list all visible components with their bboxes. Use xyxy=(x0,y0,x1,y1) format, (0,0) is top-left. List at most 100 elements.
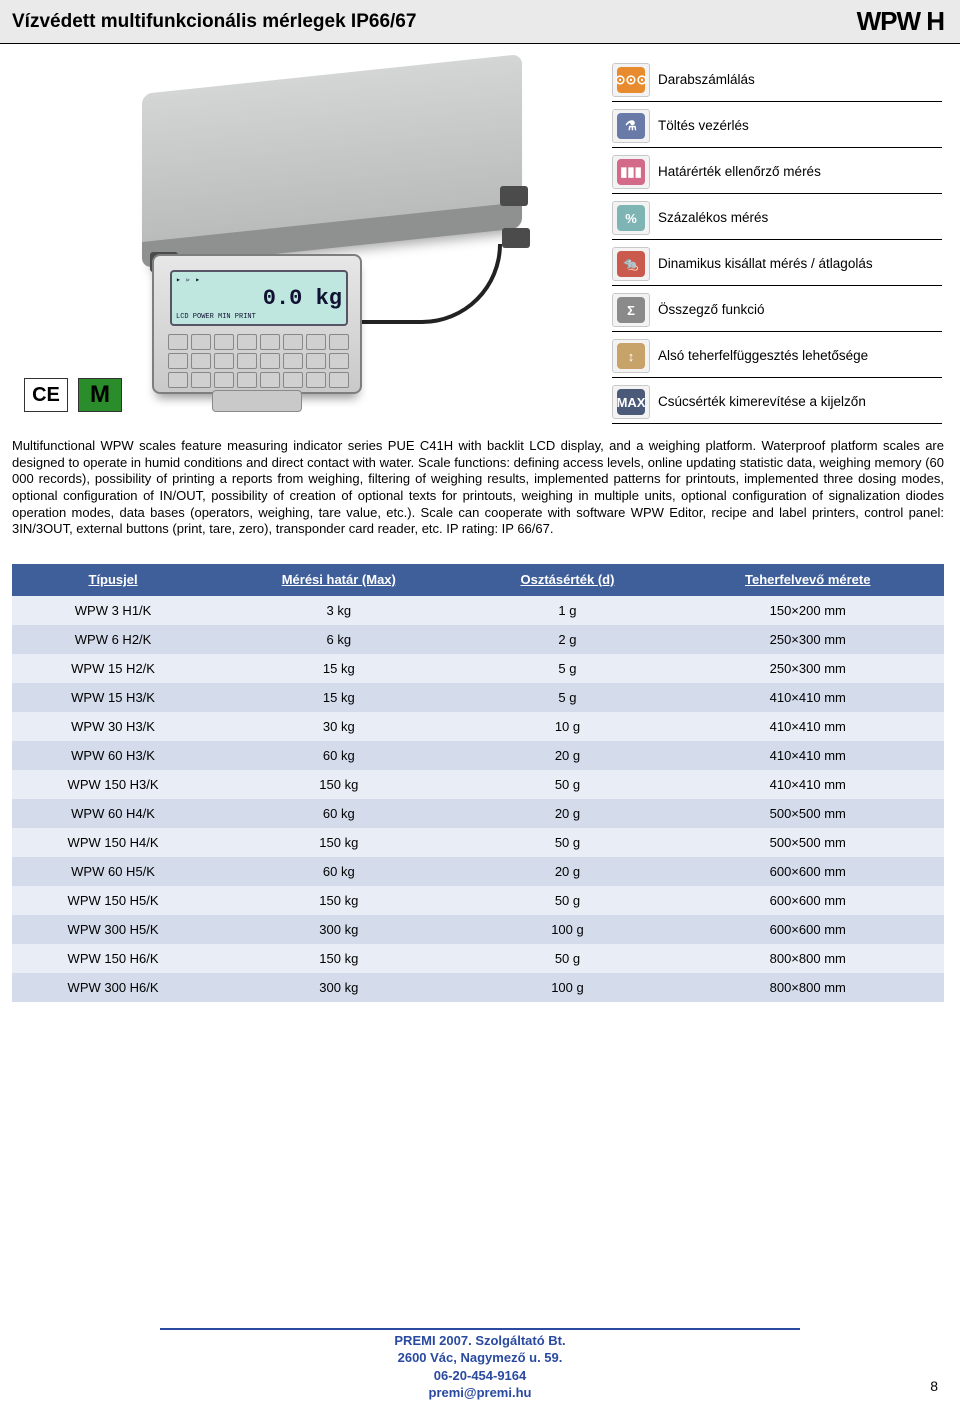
table-cell: 60 kg xyxy=(214,741,463,770)
brand-logo: WPW H xyxy=(857,6,944,37)
table-cell: WPW 60 H3/K xyxy=(12,741,214,770)
page-number: 8 xyxy=(930,1378,938,1394)
table-cell: 100 g xyxy=(463,915,671,944)
table-cell: 600×600 mm xyxy=(671,915,944,944)
footer-line: 06-20-454-9164 xyxy=(434,1368,527,1383)
table-cell: 500×500 mm xyxy=(671,828,944,857)
table-row: WPW 150 H5/K150 kg50 g600×600 mm xyxy=(12,886,944,915)
table-row: WPW 60 H3/K60 kg20 g410×410 mm xyxy=(12,741,944,770)
table-cell: 600×600 mm xyxy=(671,857,944,886)
feature-label: Határérték ellenőrző mérés xyxy=(658,164,821,181)
footer-line: PREMI 2007. Szolgáltató Bt. xyxy=(394,1333,565,1348)
feature-icon: MAX xyxy=(612,385,650,419)
table-cell: WPW 3 H1/K xyxy=(12,595,214,625)
feature-list: ⊙⊙⊙Darabszámlálás⚗Töltés vezérlés▮▮▮Hatá… xyxy=(612,54,942,424)
table-cell: WPW 300 H5/K xyxy=(12,915,214,944)
table-cell: 15 kg xyxy=(214,654,463,683)
table-cell: WPW 15 H2/K xyxy=(12,654,214,683)
table-cell: 800×800 mm xyxy=(671,973,944,1002)
feature-icon: % xyxy=(612,201,650,235)
table-cell: 250×300 mm xyxy=(671,625,944,654)
table-cell: 100 g xyxy=(463,973,671,1002)
table-cell: 800×800 mm xyxy=(671,944,944,973)
top-area: ▸ ▹ ▸ 0.0 kg LCD POWER MIN PRINT CE M ⊙⊙… xyxy=(0,44,960,424)
feature-label: Töltés vezérlés xyxy=(658,118,749,135)
feature-item: ↕Alsó teherfelfüggesztés lehetősége xyxy=(612,336,942,378)
feature-icon: ⊙⊙⊙ xyxy=(612,63,650,97)
table-row: WPW 30 H3/K30 kg10 g410×410 mm xyxy=(12,712,944,741)
table-row: WPW 150 H3/K150 kg50 g410×410 mm xyxy=(12,770,944,799)
table-cell: 410×410 mm xyxy=(671,770,944,799)
table-cell: 60 kg xyxy=(214,799,463,828)
table-cell: 150 kg xyxy=(214,770,463,799)
table-cell: 50 g xyxy=(463,944,671,973)
footer-line: premi@premi.hu xyxy=(429,1385,532,1400)
table-cell: WPW 150 H4/K xyxy=(12,828,214,857)
table-cell: 410×410 mm xyxy=(671,683,944,712)
table-cell: 6 kg xyxy=(214,625,463,654)
feature-label: Csúcsérték kimerevítése a kijelzőn xyxy=(658,394,866,411)
table-column-header: Mérési határ (Max) xyxy=(214,564,463,596)
table-cell: 500×500 mm xyxy=(671,799,944,828)
table-cell: 20 g xyxy=(463,741,671,770)
table-cell: 300 kg xyxy=(214,973,463,1002)
table-cell: 50 g xyxy=(463,828,671,857)
ce-mark-icon: CE xyxy=(24,378,68,412)
table-row: WPW 150 H6/K150 kg50 g800×800 mm xyxy=(12,944,944,973)
page-footer: PREMI 2007. Szolgáltató Bt. 2600 Vác, Nag… xyxy=(160,1328,800,1402)
footer-line: 2600 Vác, Nagymező u. 59. xyxy=(398,1350,563,1365)
table-row: WPW 3 H1/K3 kg1 g150×200 mm xyxy=(12,595,944,625)
table-row: WPW 60 H4/K60 kg20 g500×500 mm xyxy=(12,799,944,828)
table-cell: 410×410 mm xyxy=(671,741,944,770)
feature-item: ▮▮▮Határérték ellenőrző mérés xyxy=(612,152,942,194)
table-cell: 410×410 mm xyxy=(671,712,944,741)
table-cell: WPW 300 H6/K xyxy=(12,973,214,1002)
table-cell: 50 g xyxy=(463,770,671,799)
table-cell: 150 kg xyxy=(214,886,463,915)
product-description: Multifunctional WPW scales feature measu… xyxy=(0,424,960,538)
page-title: Vízvédett multifunkcionális mérlegek IP6… xyxy=(12,11,416,33)
spec-table: TípusjelMérési határ (Max)Osztásérték (d… xyxy=(12,564,944,1002)
table-cell: 15 kg xyxy=(214,683,463,712)
table-cell: 150×200 mm xyxy=(671,595,944,625)
feature-label: Összegző funkció xyxy=(658,302,765,319)
feature-icon: 🐀 xyxy=(612,247,650,281)
table-cell: 3 kg xyxy=(214,595,463,625)
m-mark-icon: M xyxy=(78,378,122,412)
table-cell: 30 kg xyxy=(214,712,463,741)
feature-item: %Százalékos mérés xyxy=(612,198,942,240)
table-cell: 20 g xyxy=(463,857,671,886)
table-cell: 250×300 mm xyxy=(671,654,944,683)
table-cell: 60 kg xyxy=(214,857,463,886)
header-bar: Vízvédett multifunkcionális mérlegek IP6… xyxy=(0,0,960,44)
table-cell: WPW 15 H3/K xyxy=(12,683,214,712)
table-cell: 300 kg xyxy=(214,915,463,944)
table-row: WPW 60 H5/K60 kg20 g600×600 mm xyxy=(12,857,944,886)
table-cell: 5 g xyxy=(463,654,671,683)
feature-icon: Σ xyxy=(612,293,650,327)
table-column-header: Osztásérték (d) xyxy=(463,564,671,596)
feature-label: Dinamikus kisállat mérés / átlagolás xyxy=(658,256,873,273)
table-cell: WPW 60 H4/K xyxy=(12,799,214,828)
table-cell: 600×600 mm xyxy=(671,886,944,915)
indicator-display: ▸ ▹ ▸ 0.0 kg LCD POWER MIN PRINT xyxy=(170,270,348,326)
table-cell: WPW 60 H5/K xyxy=(12,857,214,886)
feature-item: 🐀 Dinamikus kisállat mérés / átlagolás xyxy=(612,244,942,286)
table-cell: WPW 6 H2/K xyxy=(12,625,214,654)
table-cell: 20 g xyxy=(463,799,671,828)
table-cell: 2 g xyxy=(463,625,671,654)
table-row: WPW 15 H3/K15 kg5 g410×410 mm xyxy=(12,683,944,712)
feature-item: ⚗Töltés vezérlés xyxy=(612,106,942,148)
feature-label: Alsó teherfelfüggesztés lehetősége xyxy=(658,348,868,365)
table-cell: 150 kg xyxy=(214,828,463,857)
table-cell: 1 g xyxy=(463,595,671,625)
table-row: WPW 300 H6/K300 kg100 g800×800 mm xyxy=(12,973,944,1002)
table-cell: 5 g xyxy=(463,683,671,712)
table-cell: WPW 150 H5/K xyxy=(12,886,214,915)
table-cell: WPW 150 H3/K xyxy=(12,770,214,799)
product-image: ▸ ▹ ▸ 0.0 kg LCD POWER MIN PRINT CE M xyxy=(12,54,602,414)
table-cell: WPW 30 H3/K xyxy=(12,712,214,741)
table-row: WPW 6 H2/K6 kg2 g250×300 mm xyxy=(12,625,944,654)
indicator-keypad xyxy=(168,334,349,388)
table-cell: 150 kg xyxy=(214,944,463,973)
